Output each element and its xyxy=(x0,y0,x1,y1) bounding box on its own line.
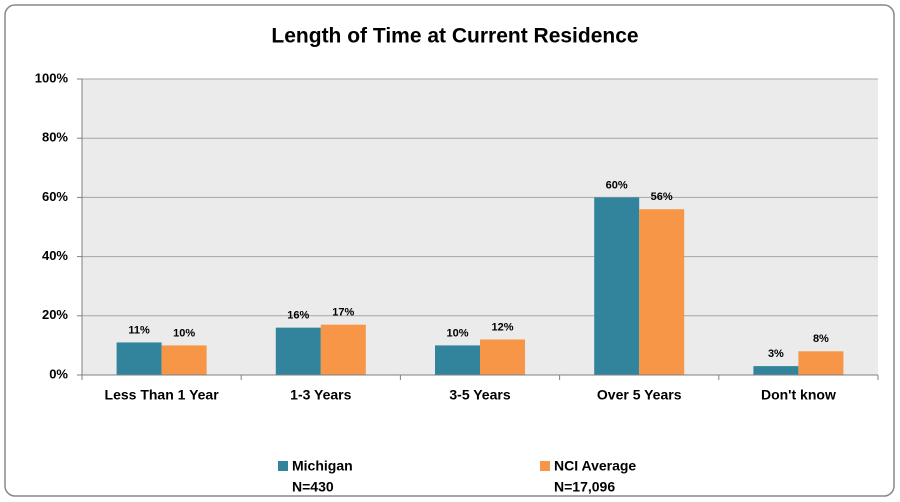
x-tick-label: 3-5 Years xyxy=(449,387,510,403)
data-label: 10% xyxy=(446,327,468,339)
y-tick-label: 20% xyxy=(42,307,68,322)
data-label: 10% xyxy=(173,327,195,339)
y-tick-label: 0% xyxy=(49,366,68,381)
chart-title: Length of Time at Current Residence xyxy=(271,25,638,48)
bar xyxy=(480,339,525,375)
x-tick-label: 1-3 Years xyxy=(290,387,351,403)
bar xyxy=(320,324,366,375)
plot-area xyxy=(82,79,878,375)
y-tick-label: 40% xyxy=(42,248,68,263)
bar xyxy=(161,345,207,375)
y-tick-label: 100% xyxy=(35,70,69,85)
bar xyxy=(435,345,480,375)
data-label: 11% xyxy=(128,324,150,336)
bar xyxy=(753,366,799,375)
data-label: 3% xyxy=(768,348,784,360)
data-label: 8% xyxy=(813,333,829,345)
legend-label: Michigan xyxy=(292,458,353,474)
bar xyxy=(275,327,321,375)
legend-sample: N=430 xyxy=(292,479,334,495)
data-label: 60% xyxy=(606,179,628,191)
data-label: 56% xyxy=(651,191,673,203)
bar xyxy=(798,351,844,375)
legend-sample: N=17,096 xyxy=(554,479,615,495)
x-tick-label: Less Than 1 Year xyxy=(105,387,220,403)
x-tick-label: Over 5 Years xyxy=(597,387,682,403)
legend-swatch xyxy=(540,461,550,471)
y-tick-label: 80% xyxy=(42,130,68,145)
bar xyxy=(116,342,162,375)
data-label: 17% xyxy=(332,307,354,319)
data-label: 16% xyxy=(287,310,309,322)
x-tick-label: Don't know xyxy=(761,387,836,403)
legend-swatch xyxy=(278,461,288,471)
y-tick-label: 60% xyxy=(42,189,68,204)
legend-label: NCI Average xyxy=(554,458,636,474)
data-label: 12% xyxy=(491,321,513,333)
bar xyxy=(594,197,640,375)
bar xyxy=(639,209,685,375)
